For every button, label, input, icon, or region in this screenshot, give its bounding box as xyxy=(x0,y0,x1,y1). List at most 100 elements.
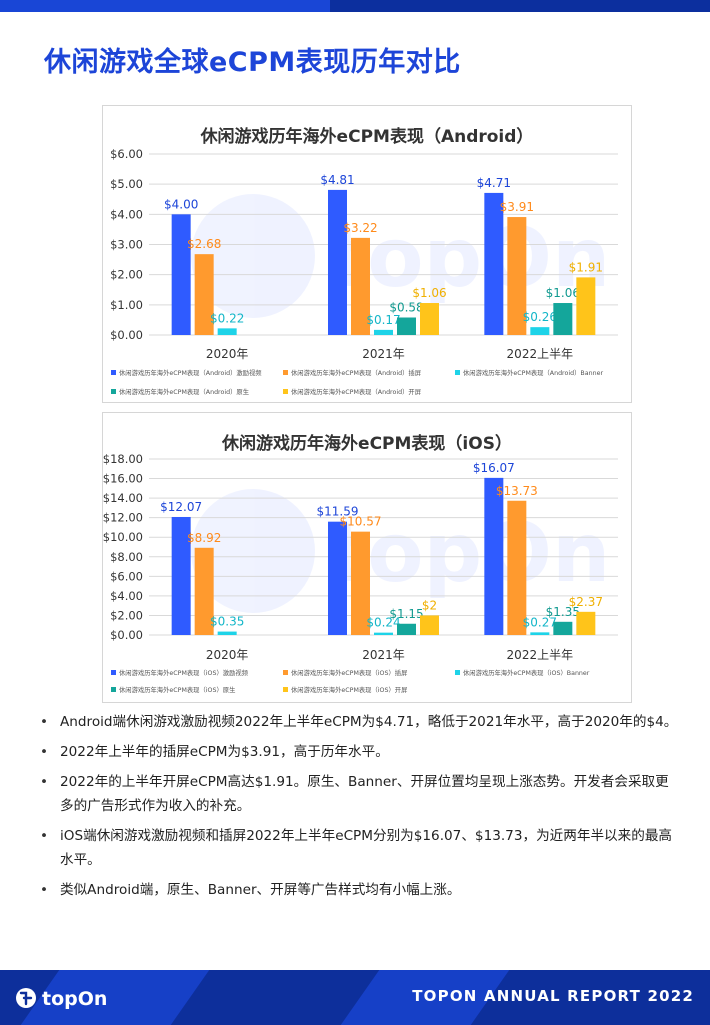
watermark-logo: topOn xyxy=(191,489,610,613)
data-label: $1.06 xyxy=(412,286,446,300)
chart-title: 休闲游戏历年海外eCPM表现（Android） xyxy=(200,126,534,147)
bar xyxy=(217,328,237,335)
bar xyxy=(507,500,527,635)
topon-logo-icon: topOn xyxy=(16,988,107,1010)
x-category-label: 2022上半年 xyxy=(507,648,574,662)
android-chart-svg: topOn 休闲游戏历年海外eCPM表现（Android） $0.00 $1.00 $2… xyxy=(110,126,618,396)
data-label: $11.59 xyxy=(317,505,359,519)
bar xyxy=(171,516,191,635)
data-label: $0.17 xyxy=(366,313,400,327)
footer-report-title: TOPON ANNUAL REPORT 2022 xyxy=(412,987,694,1005)
ios-chart-svg: topOn 休闲游戏历年海外eCPM表现（iOS） $0.00 $2.00 $4.00 $… xyxy=(103,433,618,694)
legend-label: 休闲游戏历年海外eCPM表现（Android）开屏 xyxy=(291,387,421,396)
data-label: $16.07 xyxy=(473,461,515,475)
bar xyxy=(397,623,416,635)
x-category-label: 2020年 xyxy=(206,648,249,662)
bar xyxy=(328,189,347,335)
x-category-label: 2021年 xyxy=(362,347,405,361)
y-tick-label: $18.00 xyxy=(103,452,143,466)
y-tick-label: $2.00 xyxy=(110,608,143,622)
bar xyxy=(328,521,347,635)
bar xyxy=(553,303,573,335)
y-tick-label: $2.00 xyxy=(110,268,143,282)
x-category-label: 2022上半年 xyxy=(507,347,574,361)
legend-label: 休闲游戏历年海外eCPM表现（iOS）Banner xyxy=(463,668,590,677)
legend-swatch xyxy=(111,370,116,375)
y-tick-label: $4.00 xyxy=(110,207,143,221)
bullet-item: 类似Android端，原生、Banner、开屏等广告样式均有小幅上涨。 xyxy=(38,878,678,902)
bar xyxy=(171,214,191,335)
legend-swatch xyxy=(111,687,116,692)
legend-swatch xyxy=(283,389,288,394)
topon-logo: topOn xyxy=(14,984,112,1012)
data-label: $12.07 xyxy=(160,500,202,514)
legend-swatch xyxy=(455,370,460,375)
bar xyxy=(507,217,527,335)
y-tick-label: $3.00 xyxy=(110,238,143,252)
top-banner-right xyxy=(330,0,710,12)
bar xyxy=(397,317,416,335)
watermark-circle xyxy=(191,489,315,613)
legend-swatch xyxy=(283,687,288,692)
data-label: $3.91 xyxy=(500,200,534,214)
data-label: $4.71 xyxy=(477,176,511,190)
legend-swatch xyxy=(455,670,460,675)
bar xyxy=(374,632,393,635)
data-label: $2 xyxy=(422,598,437,612)
legend-label: 休闲游戏历年海外eCPM表现（Android）Banner xyxy=(463,368,603,377)
bar xyxy=(420,615,439,635)
legend-swatch xyxy=(111,670,116,675)
bullet-item: iOS端休闲游戏激励视频和插屏2022年上半年eCPM分别为$16.07、$13… xyxy=(38,824,678,872)
bullet-list: Android端休闲游戏激励视频2022年上半年eCPM为$4.71，略低于20… xyxy=(38,710,678,908)
y-tick-label: $0.00 xyxy=(110,628,143,642)
data-label: $1.15 xyxy=(389,607,423,621)
legend-label: 休闲游戏历年海外eCPM表现（iOS）激励视频 xyxy=(119,668,249,677)
bullet-item: Android端休闲游戏激励视频2022年上半年eCPM为$4.71，略低于20… xyxy=(38,710,678,734)
data-label: $0.58 xyxy=(389,301,423,315)
data-label: $8.92 xyxy=(187,531,221,545)
legend-label: 休闲游戏历年海外eCPM表现（iOS）插屏 xyxy=(291,668,407,677)
y-tick-label: $0.00 xyxy=(110,328,143,342)
data-label: $1.91 xyxy=(569,260,603,274)
legend-label: 休闲游戏历年海外eCPM表现（iOS）开屏 xyxy=(291,685,407,694)
y-tick-label: $10.00 xyxy=(103,530,143,544)
bar xyxy=(374,329,393,335)
data-label: $1.35 xyxy=(546,605,580,619)
watermark-circle xyxy=(191,194,315,318)
data-label: $1.06 xyxy=(546,286,580,300)
data-label: $10.57 xyxy=(340,515,382,529)
bar xyxy=(194,547,214,635)
data-label: $0.27 xyxy=(523,615,557,629)
page-title: 休闲游戏全球eCPM表现历年对比 xyxy=(44,47,461,78)
top-banner-left xyxy=(0,0,330,12)
footer-bar xyxy=(0,970,710,1025)
chart-title: 休闲游戏历年海外eCPM表现（iOS） xyxy=(221,433,512,454)
footer-brand-text: topOn xyxy=(42,988,107,1010)
x-category-label: 2020年 xyxy=(206,347,249,361)
bar xyxy=(484,192,504,335)
data-label: $13.73 xyxy=(496,484,538,498)
y-tick-label: $12.00 xyxy=(103,511,143,525)
bullet-item: 2022年的上半年开屏eCPM高达$1.91。原生、Banner、开屏位置均呈现… xyxy=(38,770,678,818)
legend-label: 休闲游戏历年海外eCPM表现（Android）原生 xyxy=(119,387,249,396)
bar xyxy=(217,631,237,635)
y-tick-label: $14.00 xyxy=(103,491,143,505)
legend-label: 休闲游戏历年海外eCPM表现（iOS）原生 xyxy=(119,685,235,694)
y-tick-label: $1.00 xyxy=(110,298,143,312)
legend-label: 休闲游戏历年海外eCPM表现（Android）激励视频 xyxy=(119,368,262,377)
y-tick-label: $6.00 xyxy=(110,569,143,583)
bar xyxy=(530,632,550,635)
data-label: $3.22 xyxy=(343,221,377,235)
y-tick-label: $5.00 xyxy=(110,177,143,191)
bar xyxy=(484,477,504,635)
bar xyxy=(351,237,370,335)
bar xyxy=(194,254,214,335)
data-label: $4.00 xyxy=(164,197,198,211)
bar xyxy=(576,611,596,635)
watermark-text: topOn xyxy=(328,506,610,601)
bar xyxy=(530,327,550,335)
x-category-label: 2021年 xyxy=(362,648,405,662)
legend-swatch xyxy=(111,389,116,394)
data-label: $2.37 xyxy=(569,595,603,609)
data-label: $0.35 xyxy=(210,615,244,629)
